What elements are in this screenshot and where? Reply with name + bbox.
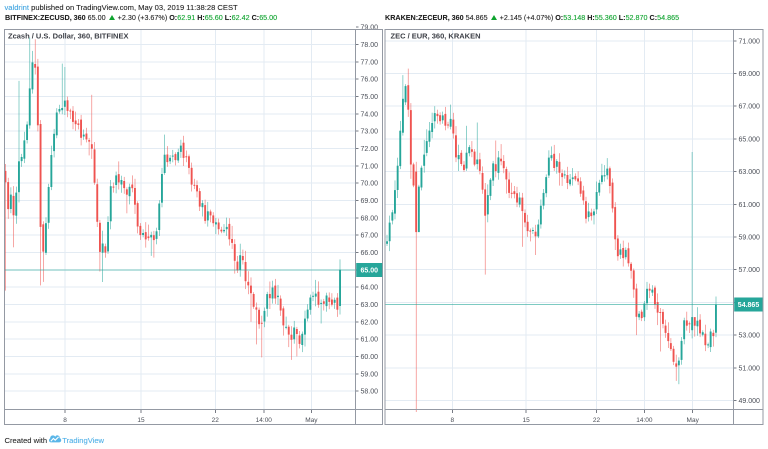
svg-text:60.00: 60.00 (361, 354, 379, 361)
svg-text:15: 15 (137, 417, 145, 424)
svg-text:64.00: 64.00 (361, 285, 379, 292)
svg-text:65.00: 65.00 (361, 268, 379, 275)
svg-text:69.00: 69.00 (361, 198, 379, 205)
svg-text:74.00: 74.00 (361, 111, 379, 118)
svg-text:69.000: 69.000 (739, 71, 761, 78)
svg-text:68.00: 68.00 (361, 215, 379, 222)
svg-text:71.00: 71.00 (361, 163, 379, 170)
svg-text:65.000: 65.000 (739, 136, 761, 143)
svg-text:54.865: 54.865 (738, 302, 760, 309)
svg-text:14:00: 14:00 (636, 417, 653, 424)
svg-text:71.000: 71.000 (739, 38, 761, 45)
svg-text:57.000: 57.000 (739, 267, 761, 274)
svg-text:76.00: 76.00 (361, 77, 379, 84)
svg-text:51.000: 51.000 (739, 365, 761, 372)
svg-text:59.00: 59.00 (361, 371, 379, 378)
svg-text:79.00: 79.00 (361, 25, 379, 32)
svg-text:53.000: 53.000 (739, 333, 761, 340)
svg-text:70.00: 70.00 (361, 181, 379, 188)
svg-text:61.00: 61.00 (361, 337, 379, 344)
svg-text:77.00: 77.00 (361, 59, 379, 66)
svg-text:78.00: 78.00 (361, 42, 379, 49)
svg-text:14:00: 14:00 (256, 417, 273, 424)
svg-text:ZEC / EUR, 360, KRAKEN: ZEC / EUR, 360, KRAKEN (391, 32, 481, 41)
svg-text:61.000: 61.000 (739, 202, 761, 209)
svg-text:75.00: 75.00 (361, 94, 379, 101)
svg-text:63.000: 63.000 (739, 169, 761, 176)
svg-text:22: 22 (593, 417, 601, 424)
svg-text:73.00: 73.00 (361, 129, 379, 136)
svg-text:49.000: 49.000 (739, 398, 761, 405)
svg-text:15: 15 (522, 417, 530, 424)
svg-text:22: 22 (212, 417, 220, 424)
svg-text:62.00: 62.00 (361, 319, 379, 326)
svg-text:59.000: 59.000 (739, 235, 761, 242)
svg-text:May: May (305, 417, 318, 424)
svg-text:8: 8 (63, 417, 67, 424)
svg-text:72.00: 72.00 (361, 146, 379, 153)
svg-text:67.000: 67.000 (739, 104, 761, 111)
svg-text:63.00: 63.00 (361, 302, 379, 309)
svg-text:8: 8 (450, 417, 454, 424)
svg-text:58.00: 58.00 (361, 389, 379, 396)
svg-text:67.00: 67.00 (361, 233, 379, 240)
svg-text:66.00: 66.00 (361, 250, 379, 257)
svg-text:Zcash / U.S. Dollar, 360, BITF: Zcash / U.S. Dollar, 360, BITFINEX (8, 32, 128, 41)
svg-text:May: May (687, 417, 700, 424)
